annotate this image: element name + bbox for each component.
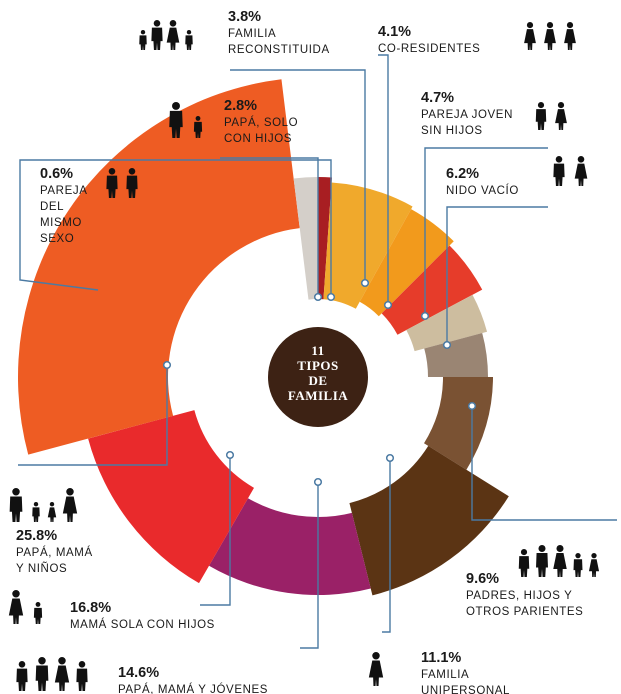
leader-line [300, 482, 319, 649]
slice-label: CON HIJOS [224, 133, 292, 145]
slice-pareja-joven-sin-hijos [381, 245, 483, 335]
leader-dot [360, 278, 370, 288]
slice-label: PAPÁ, MAMÁ Y JÓVENES [118, 683, 268, 694]
slice-label: SEXO [40, 233, 74, 245]
leader-dot [326, 292, 336, 302]
leader-line [446, 206, 548, 345]
slice-label: CO-RESIDENTES [378, 43, 480, 55]
blended-family-icon [139, 20, 193, 50]
slice-co-residentes [359, 209, 454, 317]
leader-line [382, 458, 391, 633]
slice-percent: 2.8% [224, 98, 257, 114]
slice-label: PAREJA JOVEN [421, 109, 513, 121]
young-couple-icon [535, 102, 567, 130]
slice-label: PAPÁ, SOLO [224, 116, 298, 129]
single-mom-icon [8, 590, 43, 624]
leader-line [471, 406, 617, 521]
slice-icons [8, 20, 600, 691]
couple-icon [106, 168, 138, 198]
slice-pap-mam-y-j-venes [209, 498, 371, 595]
center-label-line: FAMILIA [288, 388, 348, 403]
leader-line [220, 157, 319, 297]
center-badge [268, 327, 368, 427]
slice-pap-solo-con-hijos [293, 177, 318, 300]
leader-dot [313, 292, 323, 302]
slice-familia-unipersonal [349, 445, 509, 596]
slice-familia-reconstituida [323, 182, 413, 309]
slice-label: PAPÁ, MAMÁ [16, 546, 93, 559]
leader-line [378, 54, 389, 305]
leader-dot [442, 340, 452, 350]
slice-percent: 3.8% [228, 9, 261, 25]
slice-label: NIDO VACÍO [446, 184, 519, 197]
slice-padres-hijos-y-otros-parientes [424, 377, 493, 470]
leader-line [19, 159, 332, 297]
leader-dot [383, 300, 393, 310]
slice-label: FAMILIA [228, 28, 276, 40]
slice-percent: 6.2% [446, 166, 479, 182]
slice-label: PAREJA [40, 185, 87, 197]
slice-label: PADRES, HIJOS Y [466, 590, 572, 602]
leader-line [18, 365, 168, 466]
center-label-line: DE [308, 373, 327, 388]
slice-label: Y NIÑOS [16, 562, 67, 575]
chart-wedges [17, 79, 509, 596]
slice-label: UNIPERSONAL [421, 685, 510, 694]
leader-dot [162, 360, 172, 370]
leader-line [200, 455, 231, 606]
leader-line [230, 69, 366, 283]
slice-percent: 14.6% [118, 665, 159, 681]
leader-dot [313, 477, 323, 487]
slice-label: OTROS PARIENTES [466, 606, 583, 618]
slice-label: DEL [40, 201, 64, 213]
slice-percent: 11.1% [421, 650, 461, 666]
leader-dot [467, 401, 477, 411]
leader-dot [385, 453, 395, 463]
slice-labels: 0.6% PAREJA DEL MISMO SEXO 3.8% FAMILIA RECONST… [16, 9, 583, 694]
leader-line [424, 147, 548, 316]
slice-label: SIN HIJOS [421, 125, 483, 137]
parents-youth-icon [16, 657, 88, 691]
slice-percent: 9.6% [466, 571, 499, 587]
center-label-line: 11 [311, 343, 324, 358]
slice-pareja-del-mismo-sexo [318, 177, 332, 300]
slice-percent: 25.8% [16, 528, 57, 544]
elderly-couple-icon [553, 156, 588, 186]
slice-label: MISMO [40, 217, 82, 229]
parents-kids-icon [9, 488, 78, 522]
single-person-icon [368, 652, 384, 686]
co-residents-icon [524, 22, 576, 50]
slice-percent: 0.6% [40, 166, 73, 182]
leader-lines [18, 54, 617, 649]
slice-pap-mam-y-ni-os [17, 79, 300, 455]
slice-label: MAMÁ SOLA CON HIJOS [70, 618, 215, 631]
center-label-line: TIPOS [297, 358, 339, 373]
leader-dot [225, 450, 235, 460]
slice-unlabeled [424, 333, 488, 377]
slice-mam-sola-con-hijos [88, 410, 254, 584]
extended-family-icon [518, 545, 600, 577]
leader-dot [420, 311, 430, 321]
slice-label: RECONSTITUIDA [228, 44, 330, 56]
slice-percent: 4.7% [421, 90, 454, 106]
slice-label: FAMILIA [421, 669, 469, 681]
slice-percent: 4.1% [378, 24, 411, 40]
slice-percent: 16.8% [70, 600, 111, 616]
single-dad-icon [169, 102, 203, 138]
